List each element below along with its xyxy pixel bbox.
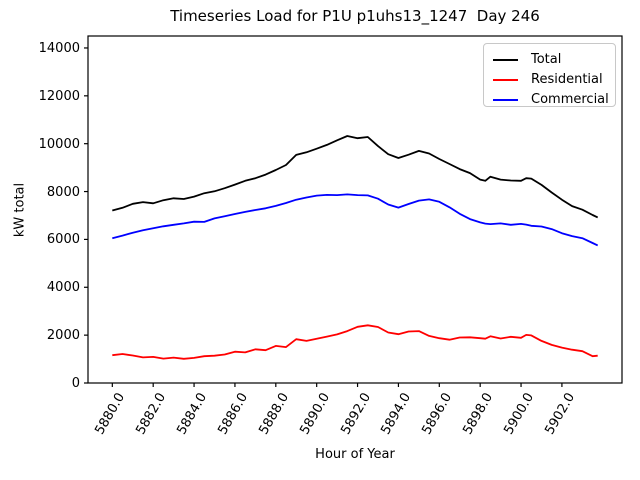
- total-line-swatch: [493, 58, 518, 61]
- chart-title: Timeseries Load for P1U p1uhs13_1247 Day…: [170, 7, 540, 25]
- commercial-line-swatch: [493, 98, 518, 101]
- legend-label-residential: Residential: [531, 72, 603, 87]
- series-lines: [112, 135, 599, 360]
- y-tick-label: 12000: [38, 88, 80, 104]
- legend: Total Residential Commercial: [483, 43, 616, 107]
- residential-line-swatch: [493, 78, 518, 81]
- axes-spines: [87, 35, 623, 384]
- y-tick-label: 14000: [38, 40, 80, 56]
- legend-item-commercial: Commercial: [493, 91, 615, 108]
- y-tick-label: 4000: [46, 280, 80, 296]
- x-axis-label: Hour of Year: [315, 447, 395, 462]
- legend-item-total: Total: [493, 51, 615, 68]
- y-tick-label: 2000: [46, 328, 80, 344]
- y-tick-label: 10000: [38, 136, 80, 152]
- series-line-total: [112, 135, 599, 219]
- y-tick-label: 6000: [46, 232, 80, 248]
- series-line-commercial: [112, 193, 599, 247]
- legend-label-commercial: Commercial: [531, 92, 609, 107]
- legend-item-residential: Residential: [493, 71, 615, 88]
- series-line-residential: [112, 324, 598, 360]
- y-tick-label: 0: [71, 376, 80, 391]
- legend-label-total: Total: [531, 52, 562, 67]
- axes-layer: [84, 35, 623, 387]
- y-tick-label: 8000: [46, 184, 80, 200]
